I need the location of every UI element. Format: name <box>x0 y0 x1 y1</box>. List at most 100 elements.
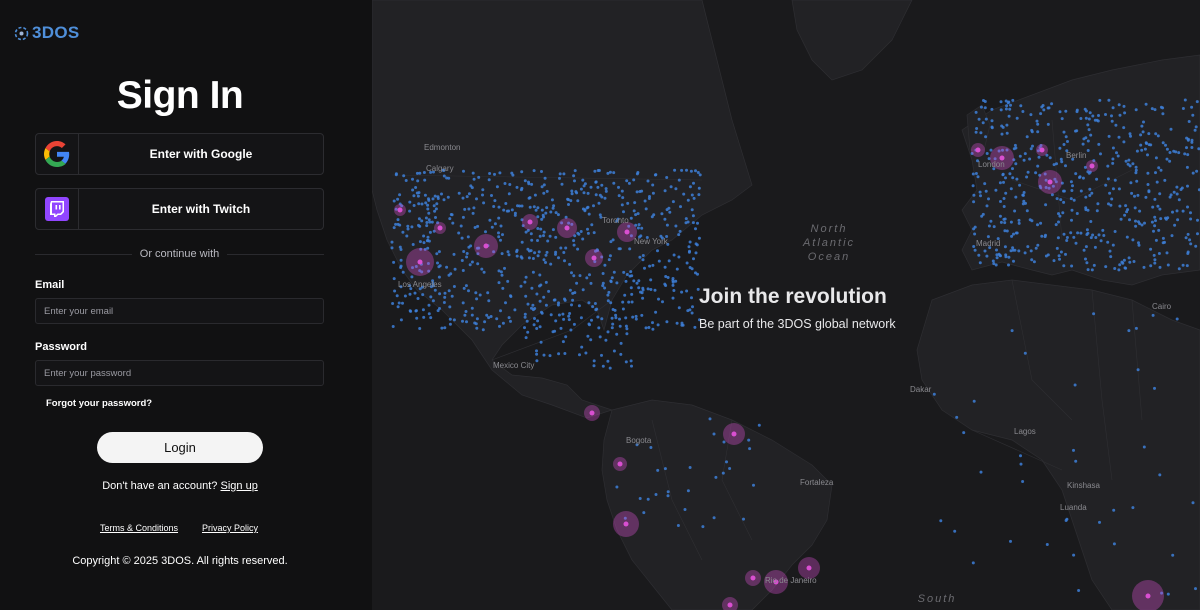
network-node <box>572 322 576 326</box>
network-node <box>1034 171 1038 175</box>
network-node <box>1007 255 1011 259</box>
network-node <box>663 282 667 286</box>
network-node <box>1029 113 1033 117</box>
network-node <box>695 243 699 247</box>
network-node <box>1142 265 1146 269</box>
network-node <box>955 415 959 419</box>
city-label: Rio de Janeiro <box>765 576 817 585</box>
network-node <box>677 233 681 237</box>
network-node <box>1064 135 1068 139</box>
email-input[interactable] <box>35 298 324 324</box>
network-node <box>572 239 576 243</box>
network-node <box>1036 130 1040 134</box>
network-node <box>1150 107 1154 111</box>
network-node <box>1017 218 1021 222</box>
network-node <box>561 340 565 344</box>
network-node <box>598 213 602 217</box>
network-node <box>586 227 589 231</box>
forgot-password-link[interactable]: Forgot your password? <box>46 398 153 409</box>
network-node <box>625 332 629 336</box>
network-node <box>1175 209 1179 213</box>
brand-logo[interactable]: 3DOS <box>14 23 80 43</box>
network-node <box>979 131 983 135</box>
network-node <box>1005 123 1009 127</box>
network-node <box>640 291 644 295</box>
twitch-signin-button[interactable]: Enter with Twitch <box>35 188 324 230</box>
network-node <box>1099 239 1103 243</box>
network-node <box>437 275 441 279</box>
network-node <box>626 201 630 205</box>
network-node <box>410 275 414 279</box>
network-node <box>1133 206 1137 210</box>
network-nodes <box>390 98 1200 596</box>
network-node <box>978 190 982 194</box>
network-node <box>656 323 660 327</box>
network-node <box>392 260 396 264</box>
network-node <box>609 301 613 305</box>
network-node <box>492 205 496 208</box>
network-node <box>603 196 607 200</box>
network-node <box>1028 157 1032 161</box>
network-node <box>708 417 712 421</box>
network-node <box>597 326 601 330</box>
network-node <box>432 284 435 288</box>
network-node <box>1120 260 1124 264</box>
network-node <box>440 326 444 330</box>
network-node <box>488 172 492 175</box>
network-node <box>484 230 487 234</box>
network-hub <box>1047 179 1053 185</box>
network-node <box>1112 508 1116 512</box>
network-node <box>1122 104 1126 108</box>
network-node <box>630 364 633 368</box>
network-node <box>448 317 452 321</box>
network-node <box>1022 158 1026 162</box>
network-node <box>519 284 523 288</box>
network-node <box>643 266 646 270</box>
network-node <box>1058 214 1062 218</box>
google-signin-label: Enter with Google <box>149 147 253 161</box>
network-node <box>1189 217 1193 221</box>
network-node <box>742 517 745 521</box>
network-node <box>536 206 540 210</box>
signup-link[interactable]: Sign up <box>220 480 258 492</box>
network-node <box>612 270 616 274</box>
network-node <box>613 308 617 312</box>
brand-logo-text: 3DOS <box>32 23 80 42</box>
network-node <box>691 305 694 309</box>
network-node <box>1095 177 1099 181</box>
google-signin-button[interactable]: Enter with Google <box>35 133 324 175</box>
network-node <box>604 187 608 191</box>
network-node <box>600 255 604 259</box>
network-node <box>694 169 697 173</box>
network-node <box>612 171 616 175</box>
network-node <box>432 170 435 174</box>
network-node <box>1000 132 1004 136</box>
password-input[interactable] <box>35 360 324 386</box>
network-node <box>523 280 527 284</box>
network-node <box>1152 229 1155 233</box>
network-node <box>722 440 726 444</box>
network-node <box>660 212 664 216</box>
network-node <box>628 247 632 251</box>
privacy-link[interactable]: Privacy Policy <box>202 523 259 533</box>
network-node <box>476 262 480 266</box>
login-button[interactable]: Login <box>97 432 263 463</box>
network-node <box>1044 186 1048 189</box>
network-node <box>599 215 603 219</box>
network-node <box>593 302 597 305</box>
network-node <box>629 234 633 238</box>
network-node <box>436 197 440 200</box>
password-label: Password <box>35 341 87 353</box>
network-node <box>1090 191 1094 195</box>
network-node <box>1118 204 1122 208</box>
network-node <box>593 260 597 264</box>
network-node <box>1040 234 1044 238</box>
network-node <box>499 224 503 228</box>
network-node <box>443 326 447 330</box>
network-node <box>593 169 597 173</box>
network-node <box>408 200 412 204</box>
network-hub <box>397 207 403 213</box>
terms-link[interactable]: Terms & Conditions <box>100 523 179 533</box>
network-node <box>1088 194 1092 197</box>
network-node <box>540 208 544 212</box>
